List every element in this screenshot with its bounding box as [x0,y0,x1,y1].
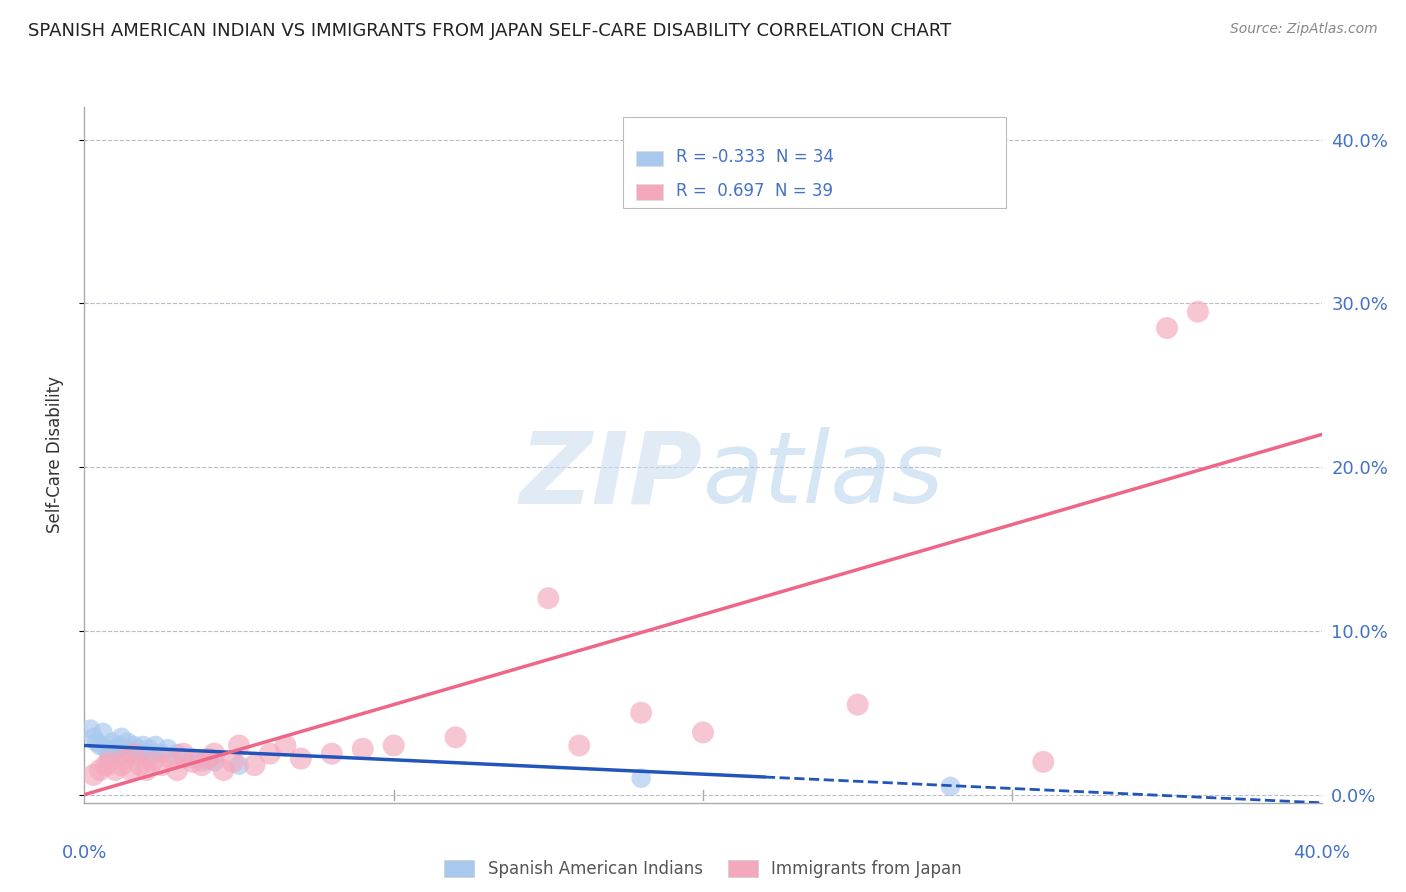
Point [150,758,173,772]
Y-axis label: Self-Care Disability: Self-Care Disability [45,376,63,533]
Point [290,751,312,765]
Point [321,747,343,761]
Point [172,747,194,761]
Point [94,758,117,772]
Point [191,758,214,772]
Text: R =  0.697  N = 39: R = 0.697 N = 39 [676,182,832,200]
Point [197,751,219,765]
Point [141,755,163,769]
Point [692,725,714,739]
Point [141,747,163,761]
Legend: Spanish American Indians, Immigrants from Japan: Spanish American Indians, Immigrants fro… [437,854,969,885]
Point [1156,321,1178,335]
Point [120,763,142,777]
Point [444,731,467,745]
Point [197,751,219,765]
Point [94,741,117,756]
Point [132,739,155,753]
Point [104,763,127,777]
Point [568,739,591,753]
Point [160,751,183,765]
Text: Source: ZipAtlas.com: Source: ZipAtlas.com [1230,22,1378,37]
Text: SPANISH AMERICAN INDIAN VS IMMIGRANTS FROM JAPAN SELF-CARE DISABILITY CORRELATIO: SPANISH AMERICAN INDIAN VS IMMIGRANTS FR… [28,22,952,40]
Point [156,741,179,756]
FancyBboxPatch shape [636,151,664,166]
Point [104,741,127,756]
Point [135,763,157,777]
Point [630,706,652,720]
Point [222,755,245,769]
Point [110,758,132,772]
Point [98,755,121,769]
Point [135,747,157,761]
Point [86,735,108,749]
Point [352,741,374,756]
Point [101,735,124,749]
Point [110,731,132,745]
Point [79,722,101,736]
Point [120,747,142,761]
Point [145,739,167,753]
Point [125,741,148,756]
Point [166,747,188,761]
Point [243,758,266,772]
Point [846,698,869,712]
Text: 40.0%: 40.0% [1294,844,1350,862]
Point [150,747,173,761]
Text: ZIP: ZIP [520,427,703,524]
Point [382,739,405,753]
Point [228,739,250,753]
FancyBboxPatch shape [636,185,664,200]
Point [181,751,204,765]
Point [89,739,111,753]
Point [181,755,204,769]
Point [110,747,132,761]
Point [191,755,214,769]
Point [129,758,152,772]
FancyBboxPatch shape [623,118,1007,208]
Text: 0.0%: 0.0% [62,844,107,862]
Point [166,763,188,777]
Point [83,768,105,782]
Point [274,739,297,753]
Point [98,747,121,761]
Point [83,731,105,745]
Text: R = -0.333  N = 34: R = -0.333 N = 34 [676,148,834,166]
Point [212,763,235,777]
Point [1187,304,1209,318]
Point [259,747,281,761]
Point [172,751,194,765]
Point [1032,755,1054,769]
Text: atlas: atlas [703,427,945,524]
Point [228,758,250,772]
Point [89,763,111,777]
Point [129,747,152,761]
Point [114,751,136,765]
Point [202,747,225,761]
Point [138,741,160,756]
Point [202,755,225,769]
Point [114,741,136,756]
Point [939,780,962,794]
Point [630,771,652,785]
Point [91,725,114,739]
Point [117,735,139,749]
Point [107,739,129,753]
Point [122,739,145,753]
Point [122,747,145,761]
Point [537,591,560,606]
